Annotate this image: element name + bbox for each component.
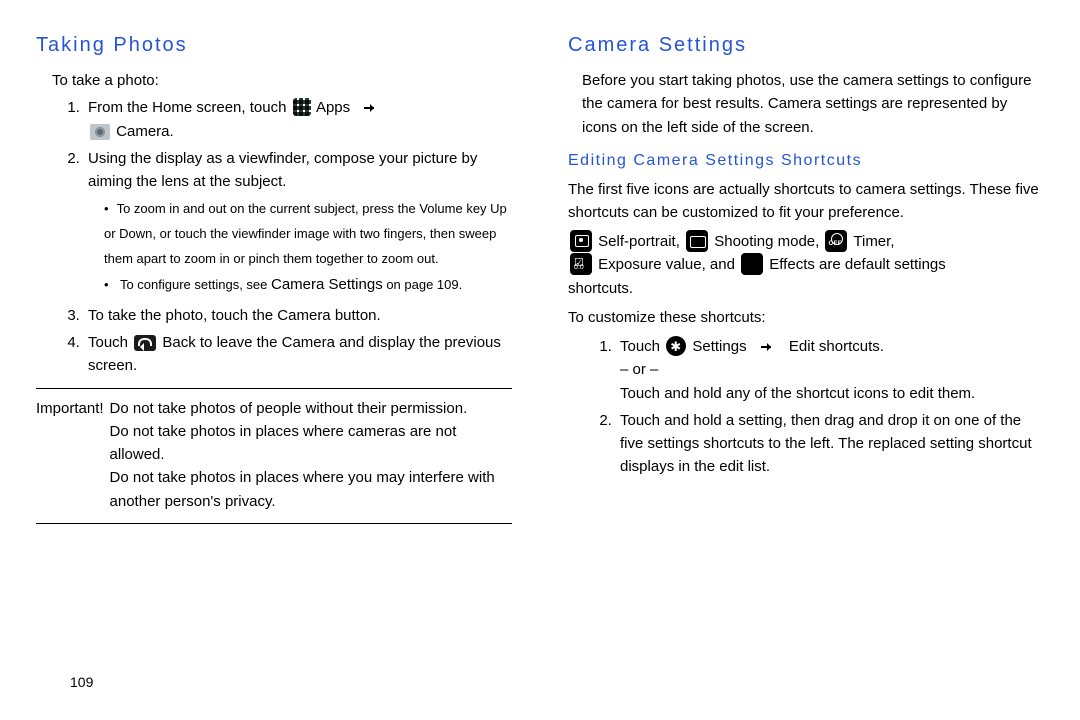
taking-photos-steps: From the Home screen, touch Apps Camera.… xyxy=(36,96,512,377)
camera-settings-ref: Camera Settings xyxy=(271,276,383,293)
subheading-editing-shortcuts: Editing Camera Settings Shortcuts xyxy=(568,149,1044,174)
separator-bottom xyxy=(36,523,512,524)
left-column: Taking Photos To take a photo: From the … xyxy=(36,30,540,670)
right-column: Camera Settings Before you start taking … xyxy=(540,30,1044,670)
bullet-configure: To configure settings, see Camera Settin… xyxy=(104,271,512,300)
camera-icon xyxy=(90,124,110,140)
exposure-icon xyxy=(570,253,592,275)
important-label: Important! xyxy=(36,397,104,420)
customize-steps: Touch Settings Edit shortcuts. – or – To… xyxy=(568,335,1044,479)
timer-icon xyxy=(825,230,847,252)
self-portrait-icon xyxy=(570,230,592,252)
camera-settings-intro: Before you start taking photos, use the … xyxy=(582,69,1044,139)
apps-icon xyxy=(293,98,311,116)
arrow-icon xyxy=(761,343,775,351)
separator-top xyxy=(36,388,512,389)
settings-gear-icon xyxy=(666,336,686,356)
heading-taking-photos: Taking Photos xyxy=(36,30,512,61)
shortcuts-p1: The first five icons are actually shortc… xyxy=(568,178,1044,225)
page-number: 109 xyxy=(70,672,93,694)
step-2-bullets: To zoom in and out on the current subjec… xyxy=(96,197,512,300)
default-shortcuts-line: Self-portrait, Shooting mode, Timer, Exp… xyxy=(568,230,1044,300)
step-1: From the Home screen, touch Apps Camera. xyxy=(84,96,512,143)
heading-camera-settings: Camera Settings xyxy=(568,30,1044,61)
shooting-mode-icon xyxy=(686,230,708,252)
step-3: To take the photo, touch the Camera butt… xyxy=(84,304,512,327)
customize-intro: To customize these shortcuts: xyxy=(568,306,1044,329)
customize-step-1: Touch Settings Edit shortcuts. – or – To… xyxy=(616,335,1044,405)
effects-icon xyxy=(741,253,763,275)
bullet-zoom: To zoom in and out on the current subjec… xyxy=(104,197,512,271)
customize-step-2: Touch and hold a setting, then drag and … xyxy=(616,409,1044,479)
arrow-icon xyxy=(364,104,378,112)
important-text: Do not take photos of people without the… xyxy=(110,397,512,513)
important-note: Important! Do not take photos of people … xyxy=(36,397,512,513)
manual-page: Taking Photos To take a photo: From the … xyxy=(0,0,1080,680)
intro-text: To take a photo: xyxy=(52,69,512,92)
back-icon xyxy=(134,335,156,351)
step-2: Using the display as a viewfinder, compo… xyxy=(84,147,512,300)
step-4: Touch Back to leave the Camera and displ… xyxy=(84,331,512,378)
